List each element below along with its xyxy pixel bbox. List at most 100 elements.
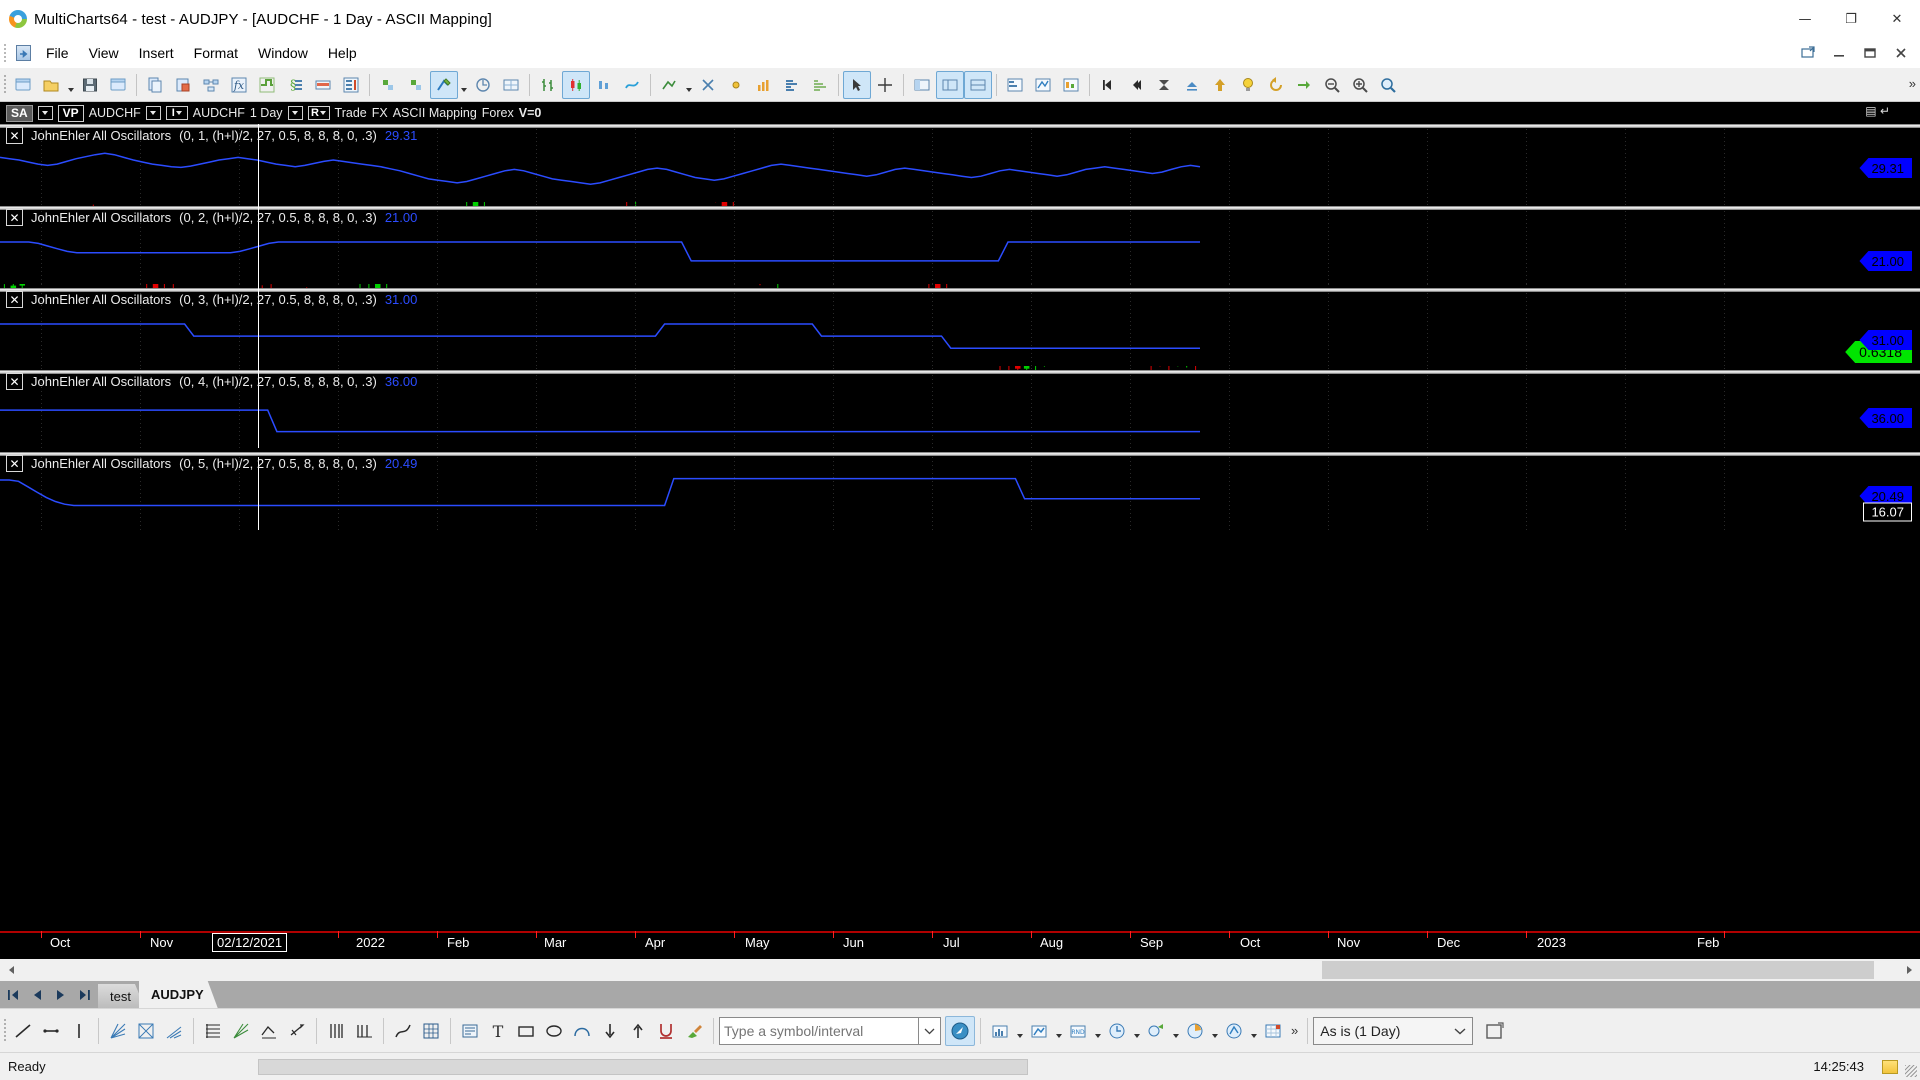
session-dropdown-icon[interactable]: R [307, 106, 330, 120]
crosshair-icon[interactable] [871, 71, 899, 99]
go-to-symbol-button[interactable] [945, 1015, 975, 1046]
window-resize-grip[interactable] [1905, 1065, 1917, 1077]
scanner2-icon[interactable] [1220, 1016, 1248, 1046]
zoom-out-icon[interactable] [374, 71, 402, 99]
resolution-dropdown-icon[interactable] [287, 106, 303, 120]
toolbar-grip-handle[interactable] [0, 72, 9, 98]
scroll-right-button[interactable] [1898, 960, 1920, 980]
drawing-style-icon[interactable] [430, 70, 458, 99]
document-window-icon[interactable] [10, 40, 36, 66]
resolution-select[interactable]: As is (1 Day) [1313, 1016, 1474, 1045]
scale-icon[interactable] [469, 71, 497, 99]
menu-window[interactable]: Window [248, 38, 318, 68]
toolbar-overflow-button[interactable]: » [1908, 76, 1916, 91]
maximize-document-icon[interactable] [1855, 40, 1885, 66]
remove-indicator-button[interactable]: ✕ [6, 291, 23, 308]
remove-indicator-button[interactable]: ✕ [6, 127, 23, 144]
portfolio-icon2[interactable] [1181, 1016, 1209, 1046]
interval-dropdown-icon[interactable]: I [165, 106, 188, 120]
symbol-input[interactable] [719, 1016, 919, 1045]
bar-chart-icon[interactable] [534, 71, 562, 99]
insert-study-icon[interactable]: fx [225, 71, 253, 99]
menu-grip-handle[interactable] [0, 38, 10, 68]
underline-icon[interactable] [652, 1016, 680, 1046]
horizontal-scrollbar[interactable] [0, 959, 1920, 981]
scroll-track[interactable] [22, 960, 1898, 980]
oscillator-plot-area-2[interactable] [0, 211, 1820, 284]
up-arrow-icon[interactable] [1206, 71, 1234, 99]
scroll-thumb[interactable] [1322, 961, 1874, 979]
up-arrow-icon[interactable] [624, 1016, 652, 1046]
menu-help[interactable]: Help [318, 38, 367, 68]
scanner-icon[interactable] [1029, 71, 1057, 99]
paintbrush-icon[interactable] [680, 1016, 708, 1046]
save-workspace-icon[interactable] [76, 71, 104, 99]
menu-format[interactable]: Format [184, 38, 248, 68]
grid-icon[interactable] [417, 1016, 445, 1046]
prev-bar-icon[interactable] [1122, 71, 1150, 99]
quote-board-icon[interactable] [1001, 71, 1029, 99]
trendline-icon[interactable] [9, 1016, 37, 1046]
rectangle-icon[interactable] [512, 1016, 540, 1046]
drawbar-grip-handle[interactable] [0, 1016, 9, 1046]
compress-icon[interactable] [1150, 71, 1178, 99]
maximize-button[interactable]: ❐ [1828, 0, 1874, 38]
percent-change-icon[interactable] [655, 71, 683, 99]
fib-timezone-icon[interactable] [322, 1016, 350, 1046]
crosshair-mode-icon[interactable] [497, 71, 525, 99]
arc-icon[interactable] [568, 1016, 596, 1046]
tab-test[interactable]: test [98, 984, 145, 1008]
ellipse-icon[interactable] [540, 1016, 568, 1046]
tab-audjpy[interactable]: AUDJPY [139, 981, 218, 1008]
new-workspace-icon[interactable] [9, 71, 37, 99]
copy-icon[interactable] [141, 71, 169, 99]
new-window-icon[interactable] [1481, 1016, 1509, 1046]
refresh-icon[interactable] [1262, 71, 1290, 99]
restore-window-icon[interactable] [1793, 40, 1823, 66]
rnd-indicator-icon[interactable]: RND [1064, 1016, 1092, 1046]
sa-dropdown-icon[interactable] [37, 106, 53, 120]
format-window-icon[interactable] [197, 71, 225, 99]
freehand-icon[interactable] [389, 1016, 417, 1046]
status-bar-sa-badge[interactable]: SA [6, 104, 33, 122]
note-icon[interactable] [456, 1016, 484, 1046]
close-button[interactable]: ✕ [1874, 0, 1920, 38]
vertical-line-icon[interactable] [65, 1016, 93, 1046]
symbol-dropdown-icon[interactable] [145, 106, 161, 120]
snap-icon[interactable] [908, 71, 936, 99]
pane-divider[interactable] [0, 206, 1920, 210]
volume-profile-badge[interactable]: VP [57, 104, 84, 122]
drawbar-overflow-button[interactable]: » [1291, 1023, 1299, 1038]
gann-fan-icon[interactable] [104, 1016, 132, 1046]
portfolio-icon[interactable] [1057, 71, 1085, 99]
remove-indicator-button[interactable]: ✕ [6, 455, 23, 472]
oscillator-plot-area-5[interactable] [0, 457, 1820, 530]
next-tab-icon[interactable] [52, 985, 70, 1005]
minimize-button[interactable]: — [1782, 0, 1828, 38]
data-window-toggle-icon[interactable]: ▤ ↵ [1865, 104, 1890, 118]
fib-fan-icon[interactable] [227, 1016, 255, 1046]
remove-indicator-button[interactable]: ✕ [6, 373, 23, 390]
minimize-document-icon[interactable] [1824, 40, 1854, 66]
magnet-icon[interactable] [936, 70, 964, 99]
zoom-in-icon[interactable] [402, 71, 430, 99]
measure-icon[interactable] [964, 70, 992, 99]
fib-retracement-icon[interactable] [199, 1016, 227, 1046]
horizontal-line-icon[interactable] [37, 1016, 65, 1046]
volume-profile-icon[interactable] [778, 71, 806, 99]
trade-label[interactable]: Trade [334, 106, 367, 120]
menu-insert[interactable]: Insert [129, 38, 184, 68]
down-arrow-icon[interactable] [596, 1016, 624, 1046]
oscillator-plot-area-4[interactable] [0, 375, 1820, 448]
insert-indicator-icon[interactable] [253, 71, 281, 99]
percent-change-dropdown[interactable] [683, 71, 694, 99]
data-window2-icon[interactable] [337, 71, 365, 99]
pane-divider[interactable] [0, 370, 1920, 374]
indicator-icon[interactable] [1025, 1016, 1053, 1046]
strategy-dropdown[interactable] [1131, 1017, 1142, 1045]
menu-file[interactable]: File [36, 38, 79, 68]
smooth-line-icon[interactable] [618, 71, 646, 99]
prev-tab-icon[interactable] [28, 985, 46, 1005]
optimize-icon[interactable] [1142, 1016, 1170, 1046]
market-profile-icon[interactable] [806, 71, 834, 99]
